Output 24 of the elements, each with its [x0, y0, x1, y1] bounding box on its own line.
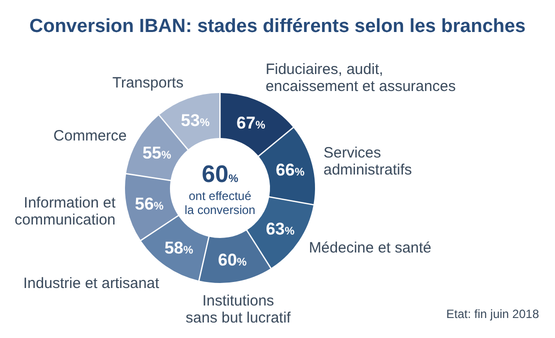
data-label: 67%: [236, 113, 266, 132]
data-label: 56%: [134, 194, 164, 214]
data-label: 58%: [164, 238, 194, 258]
slice-label: Médecine et santé: [308, 240, 432, 257]
donut-slice: [125, 174, 178, 240]
data-label: 60%: [218, 250, 247, 270]
slice-label: Information et communication: [14, 194, 116, 229]
donut-slice: [258, 128, 315, 204]
donut-slice: [220, 93, 293, 156]
donut-slice: [160, 93, 220, 150]
text: ont effectué la conversion: [184, 189, 256, 217]
slice-label: Transports: [112, 74, 184, 92]
slice-label: Commerce: [53, 128, 127, 145]
text: 60%: [202, 161, 238, 188]
data-label: 53%: [180, 110, 210, 130]
data-label: 63%: [266, 219, 295, 238]
chart-title: Conversion IBAN: stades différents selon les branches: [29, 16, 526, 37]
slice-label: Institutions sans but lucratif: [186, 292, 292, 326]
data-label: 66%: [276, 160, 305, 180]
slice-label: Services administratifs: [324, 144, 412, 178]
data-label: 55%: [142, 143, 172, 162]
slice-label: Industrie et artisanat: [23, 275, 160, 292]
slice-label: Fiduciaires, audit, encaissement et assurances: [266, 61, 456, 96]
text: Etat: fin juin 2018: [446, 307, 540, 321]
